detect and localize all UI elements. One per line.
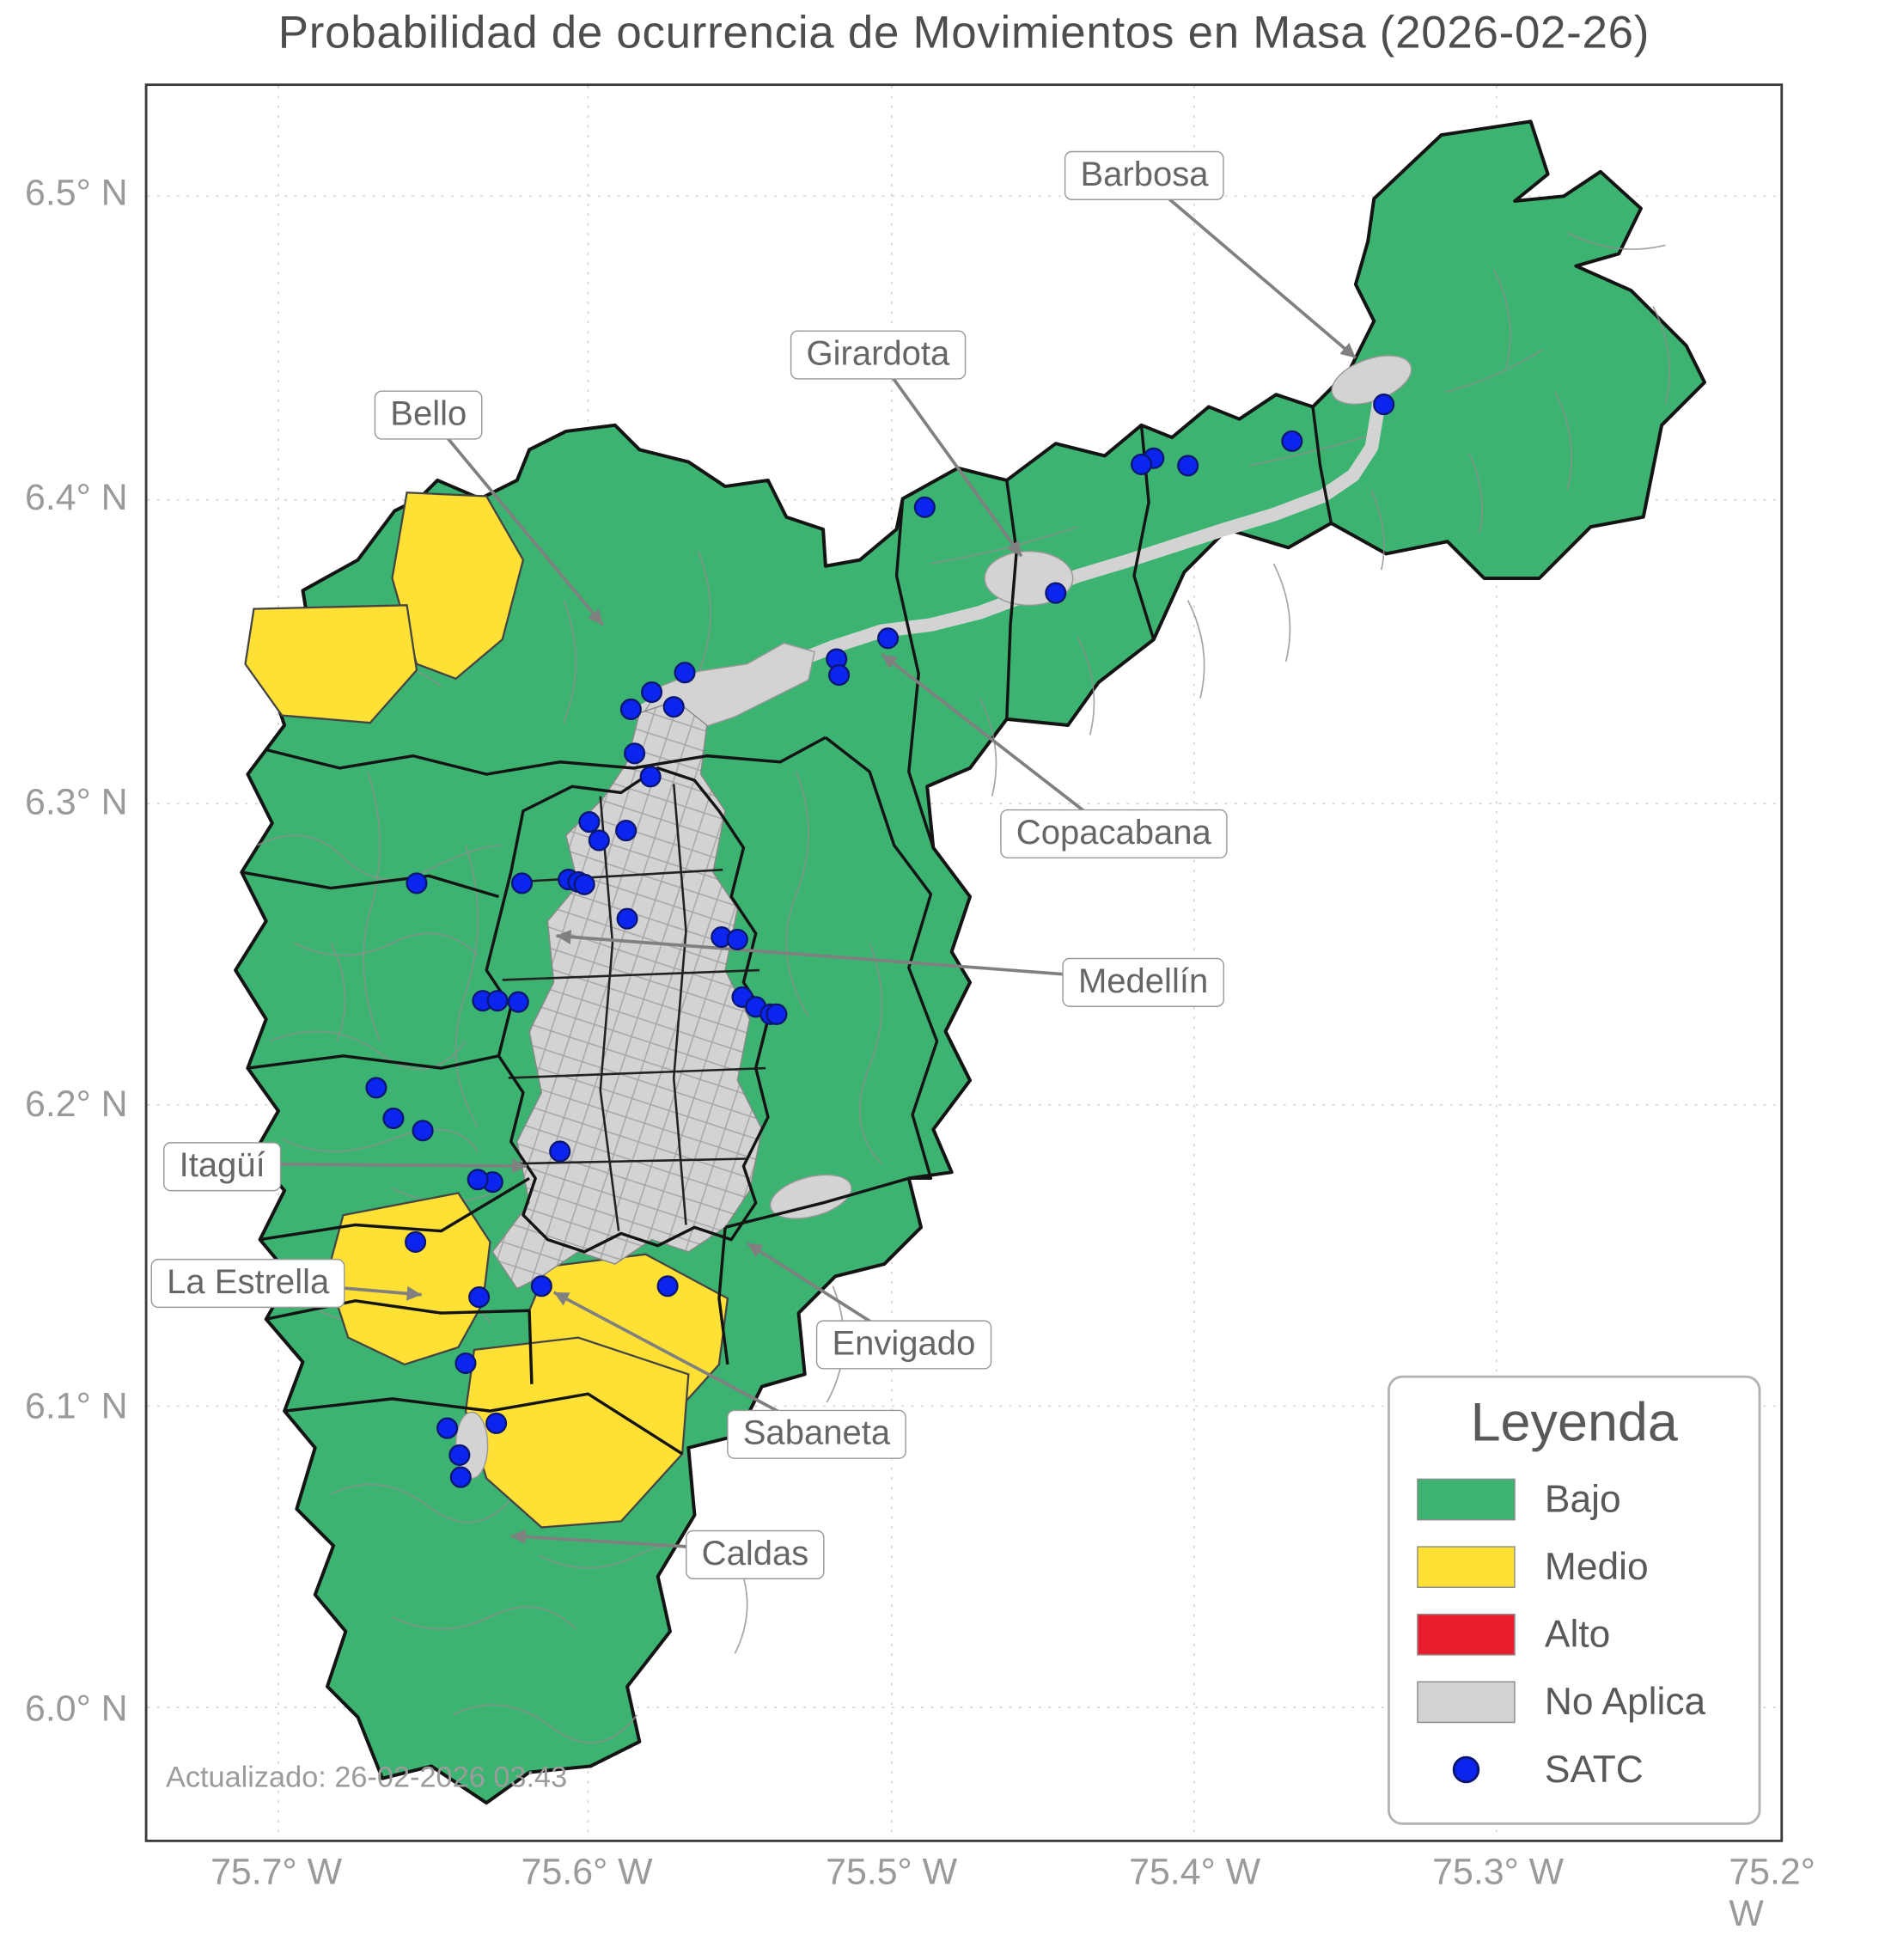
x-tick-75-4w: 75.4° W <box>1129 1852 1261 1893</box>
satc-point <box>578 811 601 833</box>
legend-swatch-medio <box>1417 1546 1516 1588</box>
satc-stations <box>365 394 1395 1488</box>
satc-dot-icon <box>1452 1755 1480 1784</box>
annotation-arrow-bello <box>426 412 604 626</box>
annotation-arrow-copacabana <box>881 652 1113 833</box>
satc-point <box>449 1466 472 1488</box>
satc-point <box>766 1003 788 1025</box>
satc-point <box>588 829 610 852</box>
y-tick-6-1n: 6.1° N <box>25 1386 128 1427</box>
legend: Leyenda Bajo Medio Alto No Aplica SATC <box>1387 1375 1761 1825</box>
satc-point <box>406 872 428 895</box>
satc-point <box>573 873 595 895</box>
y-tick-6-4n: 6.4° N <box>25 477 128 519</box>
x-tick-75-2w: 75.2° W <box>1729 1852 1815 1934</box>
satc-point <box>662 696 685 718</box>
satc-point <box>468 1286 491 1309</box>
municipality-boundaries <box>241 406 1333 1456</box>
satc-point <box>913 496 936 518</box>
legend-swatch-bajo <box>1417 1478 1516 1521</box>
legend-item-medio: Medio <box>1417 1545 1758 1589</box>
y-tick-6-0n: 6.0° N <box>25 1688 128 1730</box>
legend-item-no-aplica: No Aplica <box>1417 1680 1758 1724</box>
satc-point <box>382 1107 405 1130</box>
satc-point <box>616 907 638 930</box>
legend-swatch-alto <box>1417 1613 1516 1656</box>
satc-point <box>656 1275 679 1298</box>
legend-swatch-no-aplica <box>1417 1681 1516 1724</box>
satc-point <box>1045 582 1067 604</box>
satc-point <box>615 820 637 842</box>
satc-point <box>510 872 534 895</box>
region-layer <box>234 119 1706 1805</box>
x-tick-75-7w: 75.7° W <box>210 1852 343 1893</box>
satc-point <box>454 1352 477 1375</box>
satc-point <box>1177 455 1199 477</box>
satc-point <box>486 990 509 1012</box>
satc-point <box>1130 453 1153 475</box>
satc-point <box>1281 430 1303 452</box>
x-tick-75-6w: 75.6° W <box>521 1852 653 1893</box>
satc-point <box>549 1140 571 1163</box>
x-tick-75-5w: 75.5° W <box>826 1852 958 1893</box>
y-tick-6-5n: 6.5° N <box>25 173 128 214</box>
satc-point <box>639 766 662 788</box>
annotation-arrow-sabaneta <box>552 1291 815 1432</box>
annotation-arrow-girardota <box>874 353 1023 558</box>
satc-point <box>448 1444 471 1466</box>
legend-item-satc: SATC <box>1417 1748 1758 1792</box>
figure-title: Probabilidad de ocurrencia de Movimiento… <box>278 7 1650 58</box>
satc-point <box>507 991 529 1013</box>
y-tick-6-2n: 6.2° N <box>25 1084 128 1126</box>
annotation-arrow-medellin <box>556 929 1141 982</box>
satc-point <box>436 1417 459 1439</box>
satc-point <box>530 1275 552 1298</box>
annotation-arrow-barbosa <box>1140 174 1357 359</box>
satc-point <box>624 742 646 765</box>
satc-point <box>877 627 900 650</box>
legend-item-bajo: Bajo <box>1417 1477 1758 1521</box>
satc-point <box>412 1120 434 1142</box>
satc-point <box>641 681 663 704</box>
satc-point <box>365 1077 387 1099</box>
legend-item-alto: Alto <box>1417 1613 1758 1657</box>
satc-point <box>674 662 696 684</box>
map-plot-area: Barbosa Girardota Bello Copacabana Medellín I… <box>144 83 1784 1842</box>
medellin-city-boundary <box>485 766 770 1254</box>
satc-point <box>619 698 642 721</box>
satc-point <box>726 928 748 950</box>
satc-point <box>467 1169 489 1191</box>
satc-point <box>405 1230 427 1253</box>
legend-title: Leyenda <box>1470 1392 1678 1453</box>
y-tick-6-3n: 6.3° N <box>25 782 128 823</box>
x-tick-75-3w: 75.3° W <box>1432 1852 1565 1893</box>
satc-point <box>828 664 851 687</box>
updated-timestamp: Actualizado: 26-02-2026 03:43 <box>165 1761 568 1795</box>
satc-point <box>1373 394 1395 416</box>
probability-map <box>147 86 1781 1840</box>
annotation-arrows <box>222 174 1357 1553</box>
comuna-boundaries <box>502 784 766 1231</box>
envigado-urban <box>769 1174 852 1219</box>
satc-point <box>485 1412 508 1434</box>
